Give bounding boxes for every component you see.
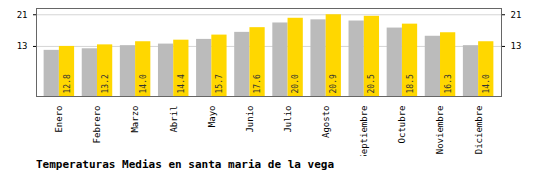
- svg-text:Abril: Abril: [169, 106, 179, 133]
- svg-text:Diciembre: Diciembre: [474, 106, 484, 155]
- svg-text:14.0: 14.0: [482, 74, 491, 93]
- svg-text:13: 13: [511, 41, 522, 51]
- svg-text:Enero: Enero: [54, 106, 64, 133]
- svg-text:Febrero: Febrero: [92, 106, 102, 144]
- svg-text:Junio: Junio: [245, 106, 255, 133]
- svg-text:Octubre: Octubre: [397, 106, 407, 144]
- svg-text:18.5: 18.5: [406, 74, 415, 93]
- svg-text:16.3: 16.3: [444, 74, 453, 93]
- svg-text:13: 13: [17, 41, 28, 51]
- svg-text:13.2: 13.2: [101, 74, 110, 93]
- svg-text:12.8: 12.8: [63, 74, 72, 93]
- svg-text:15.7: 15.7: [215, 74, 224, 93]
- svg-text:Noviembre: Noviembre: [435, 106, 445, 155]
- svg-text:20.9: 20.9: [329, 74, 338, 93]
- svg-text:21: 21: [17, 10, 28, 20]
- svg-text:Julio: Julio: [283, 106, 293, 133]
- svg-text:Mayo: Mayo: [207, 106, 217, 128]
- svg-text:20.5: 20.5: [367, 74, 376, 93]
- svg-text:20.0: 20.0: [291, 74, 300, 93]
- svg-text:Marzo: Marzo: [130, 106, 140, 133]
- svg-text:17.6: 17.6: [253, 74, 262, 93]
- svg-text:21: 21: [511, 10, 522, 20]
- svg-text:14.4: 14.4: [177, 74, 186, 93]
- svg-text:Agosto: Agosto: [321, 106, 331, 139]
- svg-text:Septiembre: Septiembre: [359, 106, 369, 157]
- svg-text:14.0: 14.0: [139, 74, 148, 93]
- html-text:Temperaturas Medias en santa m: Temperaturas Medias en santa maria de la…: [36, 158, 334, 171]
